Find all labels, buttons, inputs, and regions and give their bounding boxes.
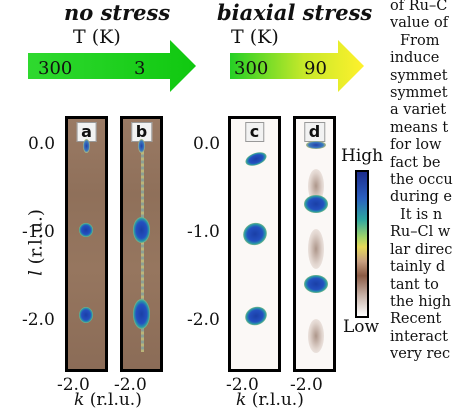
colorbar [355,170,369,318]
diffuse-feature [308,319,324,353]
colorbar-low-label: Low [343,317,380,337]
x-axis-label-left: k (r.l.u.) [74,390,142,410]
body-text-column: of Ru–C value of From induce symmet symm… [390,0,474,364]
bragg-peak [79,307,93,323]
bragg-peak [243,149,269,169]
bragg-peak [79,223,93,237]
diffuse-streak [141,147,144,352]
y-tick-right-1: -1.0 [187,222,220,242]
diffuse-feature [308,229,324,269]
text-line: lar direc [390,241,453,258]
text-line: It is n [400,206,443,223]
text-line: a variet [390,102,447,119]
y-tick-0: 0.0 [28,134,56,154]
x-axis-unit: (r.l.u.) [251,390,304,410]
temperature-arrow-left [28,40,196,92]
panel-label-c: c [244,122,265,142]
x-axis-symbol: k [74,390,85,410]
panel-c: c [228,116,281,372]
bragg-peak [304,275,328,293]
text-line: fact be [390,154,441,171]
bragg-peak [242,303,270,329]
colorbar-high-label: High [341,146,384,166]
text-line: value of [390,15,449,32]
text-line: of Ru–C [390,0,448,14]
text-line: induce [390,50,440,67]
bragg-peak [83,139,90,153]
x-tick-a: -2.0 [57,375,90,395]
text-line: the occu [390,172,453,189]
panel-label-d: d [303,122,326,142]
arrow-right-end-value: 90 [304,58,327,79]
diffuse-feature [308,169,324,203]
text-line: symmet [390,67,448,84]
text-line: From [400,32,440,49]
x-tick-c: -2.0 [226,375,259,395]
arrow-left-end-value: 3 [134,58,146,79]
temperature-arrow-right [230,40,364,92]
x-tick-d: -2.0 [290,375,323,395]
y-tick-1: -1.0 [22,222,55,242]
x-axis-symbol: k [236,390,247,410]
panel-a: a [65,116,108,372]
bragg-peak [239,218,271,250]
y-tick-2: -2.0 [22,310,55,330]
text-line: tainly d [390,259,446,276]
text-line: very rec [390,346,451,363]
text-line: means t [390,119,449,136]
header-biaxial-stress: biaxial stress [217,0,373,25]
y-axis-label: l (r.l.u.) [26,203,47,283]
temperature-arrows [28,40,364,92]
y-tick-right-0: 0.0 [193,134,221,154]
x-axis-label-right: k (r.l.u.) [236,390,304,410]
panel-b: b [120,116,163,372]
bragg-peak [133,217,150,243]
text-line: tant to [390,276,439,293]
text-line: the high [390,293,451,310]
bragg-peak [304,195,328,213]
arrow-right-start-value: 300 [234,58,269,79]
bragg-peak [133,299,150,329]
header-no-stress: no stress [64,0,171,25]
temperature-label-right: T (K) [231,26,279,48]
text-line: Ru–Cl w [390,224,451,241]
y-axis-symbol: l [25,270,47,276]
temperature-label-left: T (K) [73,26,121,48]
text-line: for low [390,137,442,154]
text-line: symmet [390,85,448,102]
arrow-left-start-value: 300 [38,58,73,79]
text-line: during e [390,189,453,206]
bragg-peak [138,139,145,153]
panel-d: d [293,116,336,372]
x-tick-b: -2.0 [114,375,147,395]
text-line: Recent [390,311,442,328]
text-line: interact [390,328,448,345]
x-axis-unit: (r.l.u.) [89,390,142,410]
y-tick-right-2: -2.0 [187,310,220,330]
bragg-peak [306,141,326,149]
